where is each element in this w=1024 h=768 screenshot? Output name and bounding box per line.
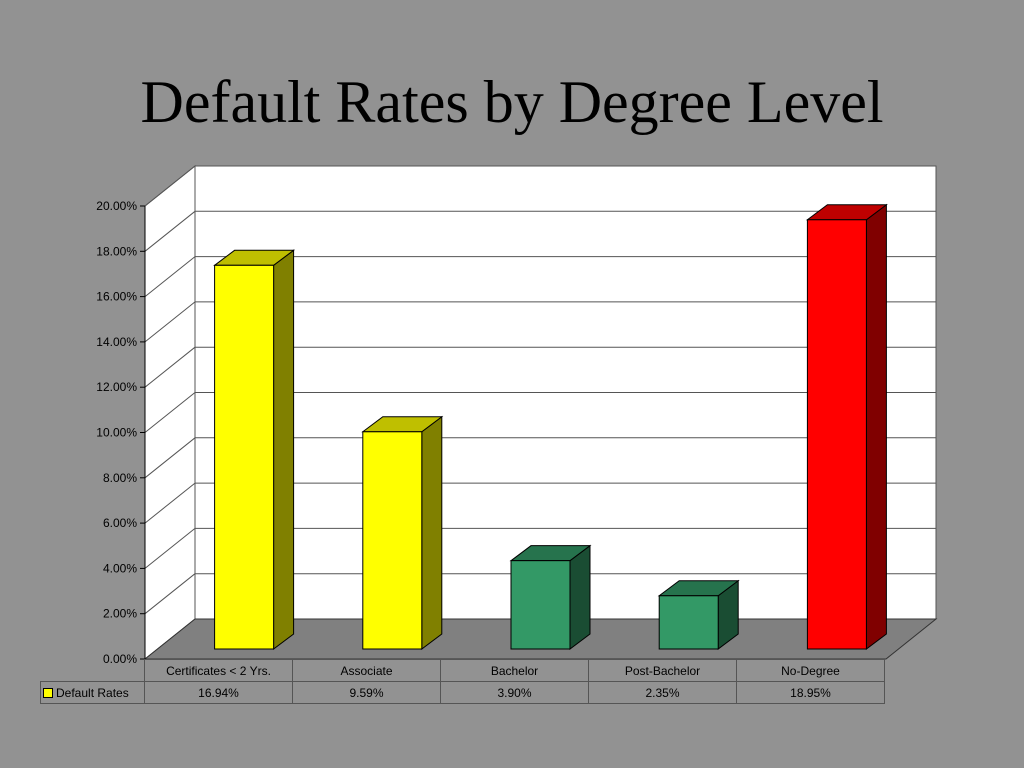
category-label: Certificates < 2 Yrs. [144,659,293,682]
y-tick-label: 2.00% [103,607,137,621]
gridline [144,346,196,388]
category-row: Certificates < 2 Yrs. Associate Bachelor… [41,659,885,682]
category-label: Associate [292,659,441,682]
bars [213,203,888,650]
gridline [144,573,196,615]
data-table: Certificates < 2 Yrs. Associate Bachelor… [40,659,885,704]
data-value: 16.94% [144,681,293,704]
bar-front [214,264,275,650]
legend-swatch [43,688,53,699]
y-tick-label: 14.00% [96,335,137,349]
category-label: Post-Bachelor [588,659,737,682]
gridline [144,301,196,343]
chart-title: Default Rates by Degree Level [140,69,884,135]
gridline [144,437,196,479]
y-tick-label: 4.00% [103,561,137,575]
data-value: 3.90% [440,681,589,704]
y-tick-label: 6.00% [103,516,137,530]
gridline [144,482,196,524]
gridline [144,528,196,569]
y-axis: 0.00% 2.00% 4.00% 6.00% 8.00% 10.00% 12.00% 14.… [96,199,146,666]
gridline [144,256,196,297]
bar-front [510,560,571,650]
gridline [144,210,196,252]
bar-front [658,595,719,650]
bar [657,579,740,650]
category-label: No-Degree [736,659,885,682]
gridline [144,392,196,433]
bar-side [569,544,591,650]
y-tick-label: 12.00% [96,380,137,394]
bar [509,544,592,650]
bar [805,203,888,650]
y-tick-label: 20.00% [96,199,137,213]
legend-entry: Default Rates [40,681,145,704]
legend-label: Default Rates [56,685,129,700]
bar-side [273,249,295,650]
y-tick-label: 0.00% [103,652,137,666]
y-tick-label: 10.00% [96,426,137,440]
data-value: 2.35% [588,681,737,704]
bar-front [806,219,867,650]
gridline [144,165,196,207]
data-value: 18.95% [736,681,885,704]
y-tick-label: 18.00% [96,244,137,258]
category-label: Bachelor [440,659,589,682]
bar [213,249,296,650]
bar-side [865,203,887,650]
bar-side [421,415,443,650]
data-value: 9.59% [292,681,441,704]
bar [361,415,444,650]
y-tick-label: 8.00% [103,471,137,485]
y-tick-label: 16.00% [96,290,137,304]
series-row: Default Rates 16.94% 9.59% 3.90% 2.35% 1… [40,681,885,704]
bar-front [362,431,423,650]
